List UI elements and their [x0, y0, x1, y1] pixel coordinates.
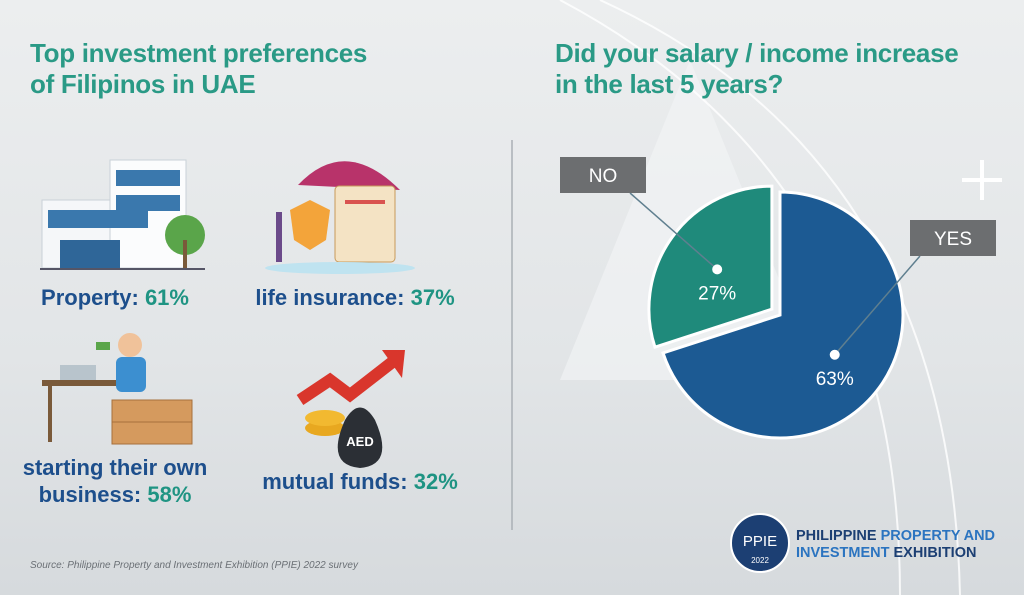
- funds-icon: AED: [296, 350, 405, 468]
- pie-slice: [647, 184, 774, 350]
- item-label: starting their own business:: [22, 455, 208, 507]
- logo-mark: PPIE: [743, 533, 777, 550]
- left-title: Top investment preferences of Filipinos …: [30, 38, 368, 99]
- item-value: 32%: [413, 469, 458, 494]
- category-label: NO: [589, 166, 618, 187]
- logo-word: EXHIBITION: [893, 545, 976, 561]
- item-label: mutual funds:: [262, 469, 408, 494]
- value-label: 63%: [816, 369, 854, 390]
- callout-box: [560, 157, 646, 193]
- item-label: life insurance:: [255, 285, 405, 310]
- item: starting their own business: 58%: [20, 454, 210, 508]
- callout-box: [910, 220, 996, 256]
- item: Property: 61%: [20, 284, 210, 311]
- item-label: Property:: [41, 285, 139, 310]
- logo-line2: INVESTMENT EXHIBITION: [796, 545, 976, 561]
- item-value: 58%: [147, 482, 192, 507]
- business-icon: [42, 333, 193, 445]
- logo-word: PHILIPPINE: [796, 528, 877, 544]
- logo-word: INVESTMENT: [796, 545, 890, 561]
- item-value: 61%: [144, 285, 189, 310]
- logo-word: PROPERTY AND: [881, 528, 995, 544]
- callout-line: [629, 192, 718, 270]
- label-dot: [829, 349, 840, 360]
- label-dot: [712, 264, 723, 275]
- item: life insurance: 37%: [240, 284, 470, 311]
- property-icon: [40, 159, 205, 270]
- logo: PPIE 2022 PHILIPPINE PROPERTY AND INVEST…: [730, 513, 995, 573]
- logo-year: 2022: [751, 556, 769, 565]
- decor: [962, 178, 1002, 182]
- pie-title: Did your salary / income increase in the…: [555, 38, 959, 99]
- coin-label: AED: [346, 434, 373, 449]
- source: Source: Philippine Property and Investme…: [30, 560, 359, 571]
- pie-slice: [661, 190, 905, 440]
- callout-line: [834, 255, 921, 356]
- value-label: 27%: [698, 283, 736, 304]
- item: mutual funds: 32%: [240, 468, 480, 495]
- logo-line1: PHILIPPINE PROPERTY AND: [796, 528, 995, 544]
- insurance-icon: [265, 161, 415, 274]
- item-value: 37%: [410, 285, 455, 310]
- category-label: YES: [934, 229, 972, 250]
